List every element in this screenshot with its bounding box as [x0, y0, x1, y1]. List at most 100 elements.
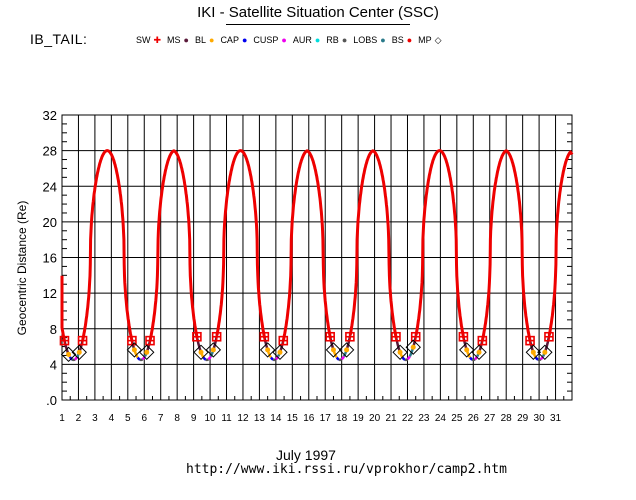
bow-shock-marker [458, 331, 469, 342]
boundary-layer-dot [265, 347, 271, 353]
magnetopause-marker [392, 344, 408, 361]
trajectory-sw [60, 275, 67, 342]
magnetopause-marker [405, 339, 421, 355]
legend-label-sw: SW [136, 35, 151, 45]
bow-shock-marker [477, 335, 488, 346]
x-tick-label: 8 [174, 413, 180, 424]
y-tick-label: 28 [43, 144, 57, 159]
x-tick-label: 28 [501, 413, 513, 424]
x-tick-label: 3 [92, 413, 98, 424]
x-tick-label: 17 [320, 413, 332, 424]
trajectory-cusp [406, 355, 411, 361]
legend-label-mp: MP [418, 35, 432, 45]
y-tick-label: 24 [43, 179, 57, 194]
trajectory-cusp [340, 355, 346, 361]
legend-label-aur: AUR [292, 35, 312, 45]
y-tick-label: 20 [43, 215, 57, 230]
trajectory-rb [204, 358, 210, 362]
title-underline [226, 24, 410, 25]
bow-shock-marker [145, 335, 155, 346]
trajectory-cap [468, 356, 474, 361]
magnetopause-marker [126, 342, 143, 358]
trajectory-rb [537, 358, 542, 362]
trajectory-cap [534, 356, 540, 361]
bow-shock-marker [325, 331, 335, 342]
x-tick-label: 2 [76, 413, 82, 424]
trajectory-cusp [207, 355, 212, 361]
bow-shock-marker [410, 331, 421, 342]
boundary-layer-dot [144, 349, 150, 355]
x-tick-label: 27 [484, 413, 496, 424]
x-tick-label: 1 [59, 413, 65, 424]
magnetopause-marker [459, 342, 475, 358]
bow-shock-marker [525, 335, 535, 346]
legend-symbol-ms: ● [183, 35, 189, 45]
magnetopause-marker [139, 344, 155, 361]
magnetopause-marker [471, 344, 487, 361]
trajectory-sw [81, 149, 134, 342]
legend-symbol-mp: ◇ [434, 35, 442, 45]
magnetopause-marker [272, 344, 288, 361]
legend-symbol-aur: ● [314, 35, 321, 45]
month-label: July 1997 [276, 447, 336, 463]
x-tick-label: 4 [109, 413, 115, 424]
x-tick-label: 7 [158, 413, 164, 424]
bow-shock-marker [127, 335, 137, 346]
boundary-layer-dot [330, 347, 336, 353]
bow-shock-marker [391, 331, 401, 342]
bow-shock-marker [345, 331, 355, 342]
legend-symbol-bs: ● [406, 35, 413, 45]
x-tick-label: 31 [550, 413, 562, 424]
x-tick-label: 12 [237, 413, 249, 424]
legend: SW ✚ MS ● BL ● CAP ● CUSP ● AUR ● RB ● LOBS ● BS ● MP ◇ [136, 35, 448, 46]
boundary-layer-dot [410, 344, 416, 350]
bow-shock-marker [192, 331, 202, 342]
trajectory-sw [215, 149, 267, 339]
chart-markers [59, 331, 554, 363]
trajectory-rb [403, 358, 409, 362]
boundary-layer-dot [76, 349, 82, 355]
x-tick-label: 9 [191, 413, 197, 424]
y-tick-label: 12 [43, 286, 57, 301]
magnetopause-marker [325, 342, 342, 358]
magnetopause-marker [193, 344, 209, 361]
x-tick-label: 26 [468, 413, 480, 424]
x-tick-label: 30 [534, 413, 546, 424]
y-tick-label: 4 [50, 357, 57, 372]
magnetopause-marker [205, 342, 222, 358]
magnetopause-marker [525, 344, 542, 361]
y-tick-label: 8 [50, 322, 57, 337]
legend-label-bs: BS [391, 35, 404, 45]
bow-shock-marker [259, 331, 270, 342]
boundary-layer-dot [131, 347, 137, 353]
trajectory-sw [481, 149, 532, 342]
magnetopause-marker [338, 342, 355, 358]
bow-shock-marker [211, 331, 222, 342]
trajectory-rb [139, 358, 144, 362]
x-tick-label: 13 [254, 413, 266, 424]
x-tick-label: 10 [205, 413, 217, 424]
magnetopause-marker [259, 342, 276, 358]
bow-shock-marker [278, 335, 289, 346]
boundary-layer-dot [397, 349, 403, 355]
bow-shock-marker [59, 335, 70, 346]
legend-symbol-cusp: ● [281, 35, 287, 45]
boundary-layer-dot [210, 347, 216, 353]
boundary-layer-dot [476, 349, 482, 355]
magnetopause-marker [71, 344, 87, 361]
trajectory-sw [148, 149, 199, 341]
bow-shock-marker [544, 331, 554, 342]
legend-label-bl: BL [194, 35, 206, 45]
trajectory-sw [348, 149, 398, 339]
source-url[interactable]: http://www.iki.rssi.ru/vprokhor/camp2.ht… [186, 462, 507, 477]
y-tick-label: .0 [46, 393, 57, 408]
legend-label-cusp: CUSP [253, 35, 279, 45]
legend-label-cap: CAP [220, 35, 239, 45]
x-tick-label: 15 [287, 413, 299, 424]
trajectory-cusp [73, 356, 79, 361]
x-tick-label: 20 [369, 413, 381, 424]
x-tick-label: 29 [517, 413, 529, 424]
boundary-layer-dot [464, 347, 470, 353]
y-tick-label: 16 [43, 251, 57, 266]
